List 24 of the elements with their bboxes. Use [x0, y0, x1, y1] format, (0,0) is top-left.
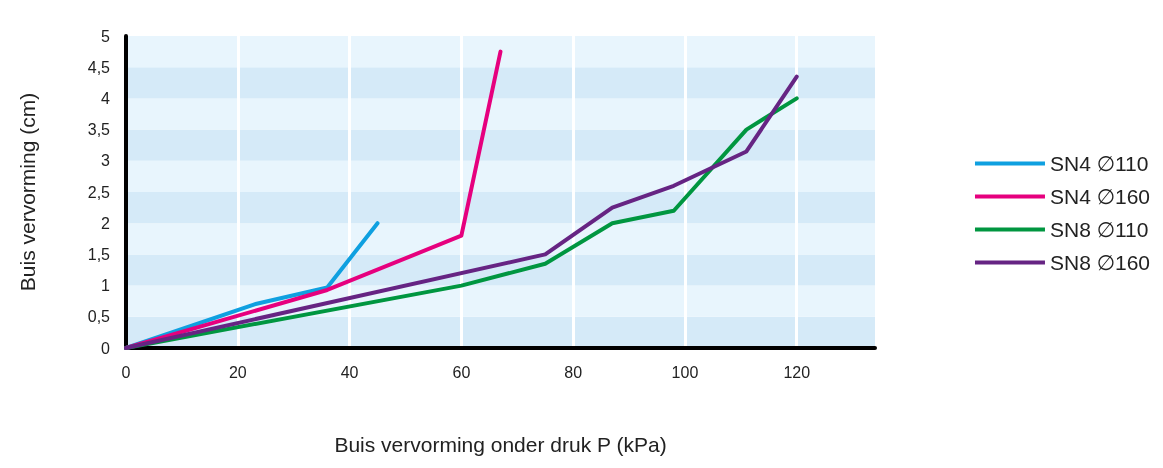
- y-tick-label: 2: [101, 214, 111, 232]
- y-tick-label: 4: [101, 89, 111, 107]
- y-tick-label: 5: [101, 27, 111, 45]
- legend-label: SN8 ∅160: [1049, 251, 1151, 274]
- x-tick-label: 80: [564, 363, 583, 381]
- legend-label: SN4 ∅110: [1049, 152, 1149, 175]
- legend-label: SN4 ∅160: [1049, 185, 1151, 208]
- y-tick-label: 3,5: [87, 121, 111, 139]
- x-tick-label: 120: [783, 363, 811, 381]
- y-tick-label: 4,5: [87, 58, 111, 76]
- x-tick-label: 40: [340, 363, 359, 381]
- legend-label: SN8 ∅110: [1049, 218, 1149, 241]
- x-tick-label: 20: [228, 363, 247, 381]
- y-tick-label: 3: [101, 152, 111, 170]
- x-tick-label: 100: [671, 363, 699, 381]
- y-tick-label: 1: [101, 277, 111, 295]
- x-tick-label: 0: [121, 363, 131, 381]
- x-tick-label: 60: [452, 363, 471, 381]
- y-tick-label: 0,5: [87, 308, 111, 326]
- y-tick-label: 1,5: [87, 245, 111, 263]
- x-axis-title: Buis vervorming onder druk P (kPa): [334, 433, 667, 456]
- y-tick-label: 2,5: [87, 183, 111, 201]
- y-tick-label: 0: [101, 339, 111, 357]
- y-axis-title: Buis vervorming (cm): [16, 92, 39, 292]
